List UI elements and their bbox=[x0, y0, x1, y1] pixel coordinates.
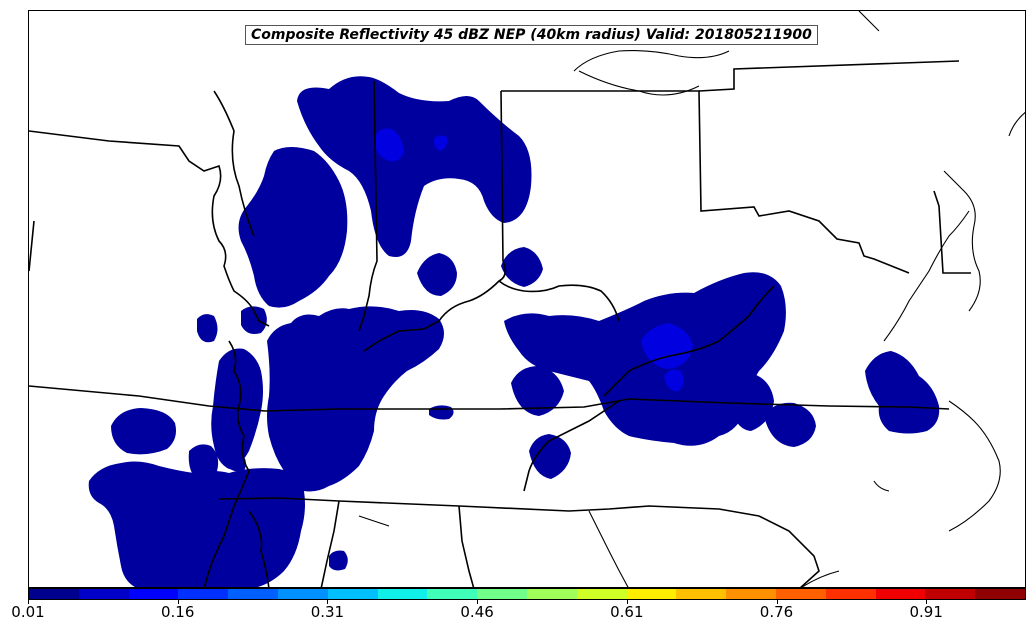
colorbar-tick bbox=[926, 600, 928, 604]
coastlines bbox=[358, 11, 1025, 587]
colorbar-segment bbox=[178, 589, 229, 599]
colorbar-tick-label: 0.46 bbox=[460, 603, 494, 621]
colorbar-segment bbox=[775, 589, 826, 599]
colorbar-tick-label: 0.61 bbox=[610, 603, 644, 621]
colorbar-segment bbox=[29, 589, 79, 599]
colorbar-tick-label: 0.01 bbox=[11, 603, 45, 621]
colorbar-segment bbox=[925, 589, 976, 599]
map-panel: Composite Reflectivity 45 dBZ NEP (40km … bbox=[28, 10, 1026, 588]
colorbar-segment bbox=[427, 589, 478, 599]
colorbar-segment bbox=[626, 589, 677, 599]
colorbar-segment bbox=[576, 589, 627, 599]
colorbar-segment bbox=[726, 589, 776, 599]
colorbar-segment bbox=[825, 589, 876, 599]
colorbar-segment bbox=[477, 589, 527, 599]
probability-field-mid bbox=[374, 128, 693, 392]
state-borders bbox=[29, 60, 971, 587]
probability-field-low bbox=[88, 76, 940, 587]
colorbar bbox=[28, 588, 1026, 600]
colorbar-tick-label: 0.16 bbox=[160, 603, 195, 621]
colorbar-tick-label: 0.31 bbox=[310, 603, 345, 621]
colorbar-tick bbox=[776, 600, 778, 604]
colorbar-segment bbox=[277, 589, 328, 599]
colorbar-tick-label: 0.91 bbox=[909, 603, 943, 621]
colorbar-segment bbox=[975, 589, 1025, 599]
colorbar-tick bbox=[177, 600, 179, 604]
colorbar-segment bbox=[128, 589, 179, 599]
colorbar-tick bbox=[626, 600, 628, 604]
colorbar-tick bbox=[28, 600, 29, 604]
colorbar-segment bbox=[327, 589, 378, 599]
map-canvas bbox=[29, 11, 1025, 587]
colorbar-segment bbox=[228, 589, 278, 599]
colorbar-tick bbox=[327, 600, 329, 604]
colorbar-segment bbox=[676, 589, 727, 599]
colorbar-segment bbox=[875, 589, 926, 599]
colorbar-segment bbox=[78, 589, 129, 599]
colorbar-tick bbox=[477, 600, 479, 604]
colorbar-segment bbox=[377, 589, 428, 599]
map-title: Composite Reflectivity 45 dBZ NEP (40km … bbox=[245, 25, 818, 45]
colorbar-segment bbox=[526, 589, 577, 599]
colorbar-tick-label: 0.76 bbox=[759, 603, 794, 621]
